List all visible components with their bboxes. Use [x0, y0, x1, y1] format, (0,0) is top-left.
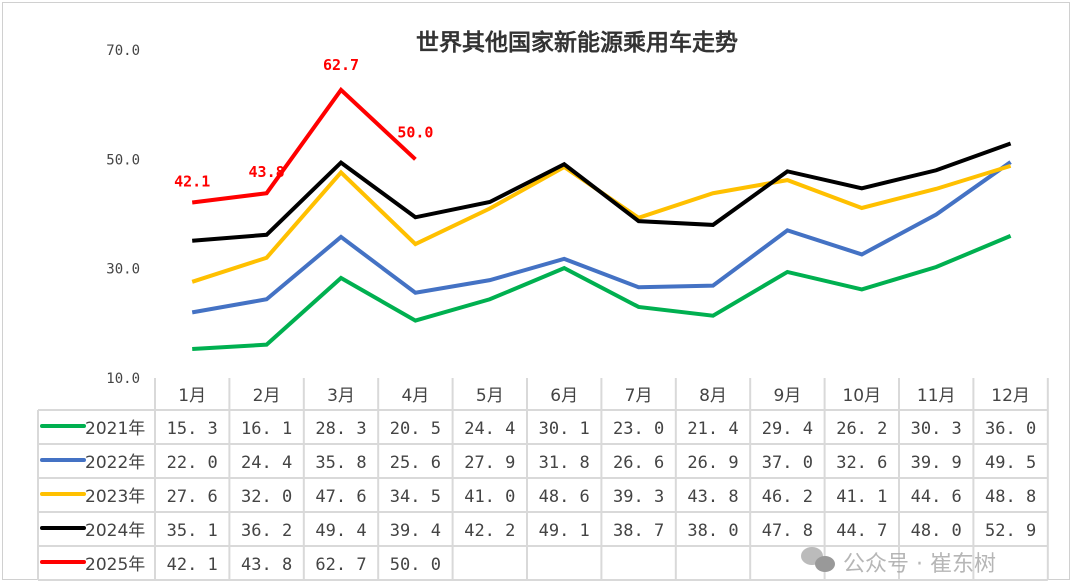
x-tick-label: 9月 — [773, 386, 801, 406]
data-label: 42.1 — [174, 173, 210, 191]
table-cell: 32. 0 — [241, 487, 292, 507]
table-cell: 30. 3 — [911, 419, 962, 439]
x-tick-label: 10月 — [842, 386, 881, 406]
table-cell: 50. 0 — [390, 555, 441, 575]
x-tick-label: 12月 — [991, 386, 1030, 406]
x-tick-label: 2月 — [253, 386, 281, 406]
table-cell: 52. 9 — [985, 521, 1036, 541]
table-cell: 48. 8 — [985, 487, 1036, 507]
table-cell: 49. 4 — [315, 521, 366, 541]
table-cell: 36. 2 — [241, 521, 292, 541]
table-cell: 25. 6 — [390, 453, 441, 473]
table-cell: 30. 1 — [539, 419, 590, 439]
table-cell: 41. 1 — [836, 487, 887, 507]
table-cell: 26. 9 — [687, 453, 738, 473]
watermark: 公众号 · 崔东树 — [801, 547, 996, 577]
table-cell: 38. 0 — [687, 521, 738, 541]
wechat-icon — [801, 547, 835, 572]
legend-label: 2021年 — [85, 419, 145, 439]
watermark-text: 公众号 · 崔东树 — [843, 552, 996, 577]
table-cell: 23. 0 — [613, 419, 664, 439]
table-cell: 49. 5 — [985, 453, 1036, 473]
table-cell: 44. 7 — [836, 521, 887, 541]
table-cell: 43. 8 — [687, 487, 738, 507]
data-label: 62.7 — [323, 56, 359, 74]
table-cell: 42. 1 — [167, 555, 218, 575]
table-cell: 43. 8 — [241, 555, 292, 575]
table-cell: 62. 7 — [315, 555, 366, 575]
legend-label: 2023年 — [85, 487, 145, 507]
table-cell: 41. 0 — [464, 487, 515, 507]
y-tick-label: 30.0 — [106, 262, 140, 278]
series-line-2025年 — [191, 86, 417, 205]
table-cell: 36. 0 — [985, 419, 1036, 439]
table-cell: 21. 4 — [687, 419, 738, 439]
data-label: 50.0 — [397, 123, 433, 141]
table-cell: 44. 6 — [911, 487, 962, 507]
table-cell: 27. 6 — [167, 487, 218, 507]
table-cell: 47. 8 — [762, 521, 813, 541]
x-tick-label: 11月 — [917, 386, 956, 406]
series-line-2022年 — [191, 160, 1012, 315]
table-cell: 35. 8 — [315, 453, 366, 473]
legend-label: 2022年 — [85, 453, 145, 473]
table-cell: 39. 4 — [390, 521, 441, 541]
x-tick-label: 8月 — [699, 386, 727, 406]
y-tick-label: 50.0 — [106, 152, 140, 168]
table-cell: 24. 4 — [241, 453, 292, 473]
table-cell: 32. 6 — [836, 453, 887, 473]
x-tick-label: 5月 — [476, 386, 504, 406]
table-cell: 24. 4 — [464, 419, 515, 439]
table-cell: 37. 0 — [762, 453, 813, 473]
table-cell: 29. 4 — [762, 419, 813, 439]
table-cell: 35. 1 — [167, 521, 218, 541]
table-cell: 16. 1 — [241, 419, 292, 439]
table-cell: 26. 2 — [836, 419, 887, 439]
x-tick-label: 1月 — [178, 386, 206, 406]
legend-label: 2025年 — [85, 555, 145, 575]
table-cell: 39. 9 — [911, 453, 962, 473]
table-cell: 28. 3 — [315, 419, 366, 439]
table-cell: 20. 5 — [390, 419, 441, 439]
table-cell: 31. 8 — [539, 453, 590, 473]
legend-label: 2024年 — [85, 521, 145, 541]
table-cell: 15. 3 — [167, 419, 218, 439]
table-cell: 42. 2 — [464, 521, 515, 541]
table-cell: 34. 5 — [390, 487, 441, 507]
chart-title: 世界其他国家新能源乘用车走势 — [416, 29, 738, 56]
x-tick-label: 6月 — [550, 386, 578, 406]
table-cell: 48. 6 — [539, 487, 590, 507]
y-tick-label: 70.0 — [106, 43, 140, 59]
table-cell: 22. 0 — [167, 453, 218, 473]
x-tick-label: 3月 — [327, 386, 355, 406]
series-line-2021年 — [192, 234, 1012, 352]
x-tick-label: 4月 — [401, 386, 429, 406]
table-cell: 38. 7 — [613, 521, 664, 541]
table-cell: 49. 1 — [539, 521, 590, 541]
x-tick-label: 7月 — [625, 386, 653, 406]
table-cell: 26. 6 — [613, 453, 664, 473]
table-cell: 47. 6 — [315, 487, 366, 507]
table-cell: 48. 0 — [911, 521, 962, 541]
series-line-2024年 — [192, 141, 1012, 243]
y-tick-label: 10.0 — [106, 371, 140, 387]
table-cell: 39. 3 — [613, 487, 664, 507]
table-cell: 27. 9 — [464, 453, 515, 473]
data-label: 43.8 — [249, 163, 285, 181]
table-cell: 46. 2 — [762, 487, 813, 507]
